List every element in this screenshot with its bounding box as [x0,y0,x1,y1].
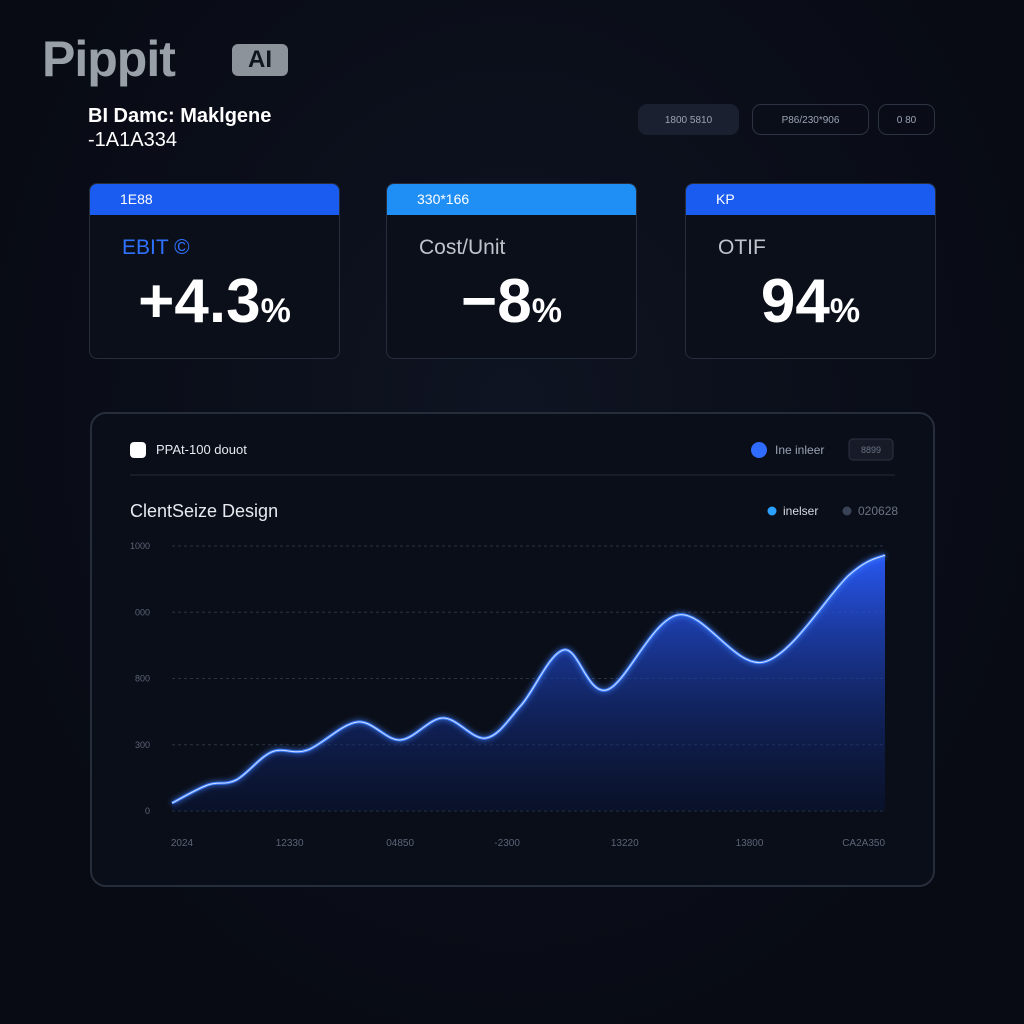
kpi-number: 94 [760,267,830,336]
kpi-number: +4.3 [138,267,261,336]
kpi-value: 94% [686,266,935,337]
x-tick-label: -2300 [494,838,520,849]
kpi-label: OTIF [718,236,766,259]
y-tick-label: 800 [135,674,150,684]
logo-badge: AI [232,44,288,76]
kpi-card: 330*166 Cost/Unit −8% [386,183,637,359]
kpi-unit: % [260,292,291,330]
legend-marker [842,506,852,516]
line-highlight [171,554,886,804]
toggle-label[interactable]: Ine inleer [775,443,824,457]
kpi-value: +4.3% [90,266,339,337]
x-tick-label: 04850 [386,838,414,849]
kpi-number: −8 [461,267,532,336]
date-button[interactable]: 1800 5810 [638,104,739,135]
panel-button[interactable] [848,438,894,461]
kpi-unit: % [531,292,562,330]
logo: Pippit [42,31,176,87]
x-tick-label: 13800 [736,838,764,849]
kpi-card: KP OTIF 94% [685,183,936,359]
panel-name: PPAt-100 douot [156,442,247,457]
panel-button-label[interactable]: 8899 [861,445,881,455]
y-tick-label: 000 [135,607,150,617]
area [172,555,885,811]
y-tick-label: 300 [135,740,150,750]
range-button[interactable]: P86/230*906 [752,104,869,135]
toggle-icon[interactable] [751,442,767,458]
kpi-card: 1E88 EBIT © +4.3% [89,183,340,359]
kpi-unit: % [829,292,861,330]
chart-title: ClentSeize Design [130,501,278,521]
page-title: BI Damc: Maklgene [88,105,272,127]
legend-label: 020628 [858,504,898,518]
legend-label: inelser [783,504,818,518]
page-subtitle: -1A1A334 [88,129,177,151]
panel-icon [130,442,146,458]
kpi-value: −8% [387,266,636,337]
x-tick-label: 12330 [276,838,304,849]
x-tick-label: CA2A350 [842,838,885,849]
x-tick-label: 13220 [611,838,639,849]
legend-marker [767,506,777,516]
x-tick-label: 2024 [171,838,194,849]
kpi-tag: 330*166 [387,184,636,215]
kpi-label: Cost/Unit [419,236,506,259]
kpi-label: EBIT © [122,236,190,259]
y-tick-label: 1000 [130,541,150,551]
kpi-tag: KP [686,184,935,215]
settings-button[interactable]: 0 80 [878,104,935,135]
y-tick-label: 0 [145,806,150,816]
kpi-tag: 1E88 [90,184,339,215]
